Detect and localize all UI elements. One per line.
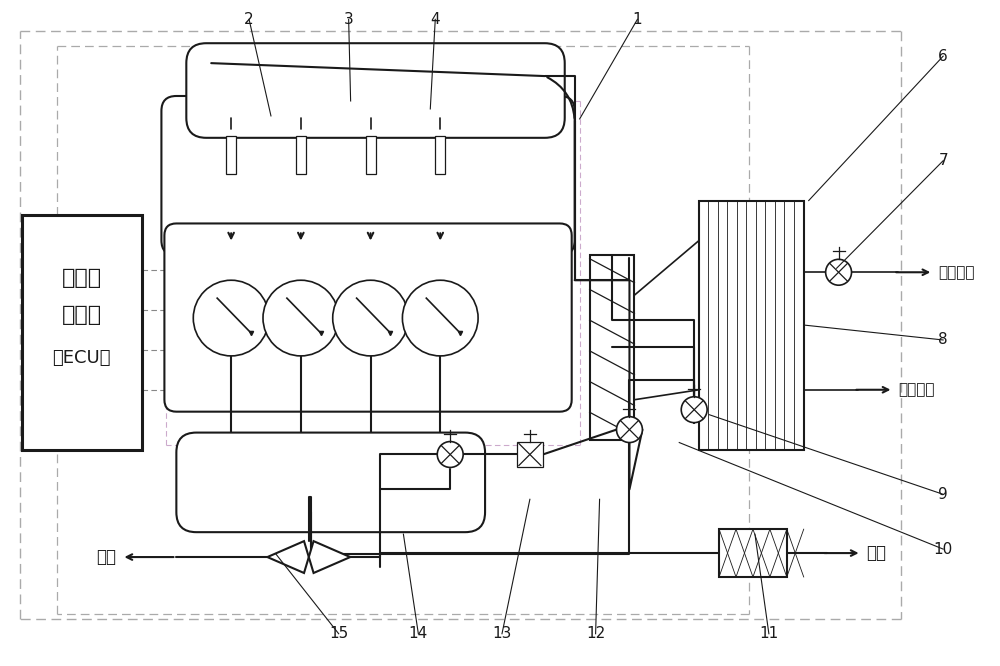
FancyBboxPatch shape [176,433,485,532]
Text: （ECU）: （ECU） [53,349,111,367]
FancyBboxPatch shape [186,43,565,138]
Bar [296,136,306,174]
Text: 6: 6 [938,49,948,64]
Text: 进气: 进气 [866,544,886,562]
Bar [590,255,634,440]
Circle shape [263,280,339,356]
Bar [366,136,376,174]
Bar [699,200,804,450]
Circle shape [402,280,478,356]
Text: 3: 3 [344,12,354,27]
Text: 冷却水进: 冷却水进 [938,265,975,280]
Text: 4: 4 [430,12,440,27]
Text: 8: 8 [938,332,948,348]
Bar [435,136,445,174]
Bar [22,216,142,450]
Text: 冷却水出: 冷却水出 [898,382,935,397]
Text: 10: 10 [934,541,953,557]
Text: 11: 11 [759,626,778,641]
Bar [719,529,787,577]
Text: 制单元: 制单元 [62,305,102,325]
Text: 13: 13 [492,626,512,641]
Polygon shape [267,541,309,573]
Circle shape [826,259,852,285]
Circle shape [333,280,408,356]
Text: 电子控: 电子控 [62,268,102,288]
Bar [517,442,543,468]
Circle shape [437,442,463,468]
Text: 7: 7 [938,153,948,168]
Text: 14: 14 [409,626,428,641]
FancyArrowPatch shape [547,77,574,118]
Circle shape [193,280,269,356]
Text: 12: 12 [586,626,605,641]
Text: 9: 9 [938,487,948,501]
FancyBboxPatch shape [161,96,575,255]
FancyBboxPatch shape [164,224,572,412]
Circle shape [681,397,707,423]
Bar [226,136,236,174]
Text: 15: 15 [329,626,348,641]
Text: 2: 2 [244,12,254,27]
Circle shape [617,417,642,442]
Polygon shape [309,541,350,573]
Text: 排气: 排气 [97,548,117,566]
Text: 1: 1 [633,12,642,27]
